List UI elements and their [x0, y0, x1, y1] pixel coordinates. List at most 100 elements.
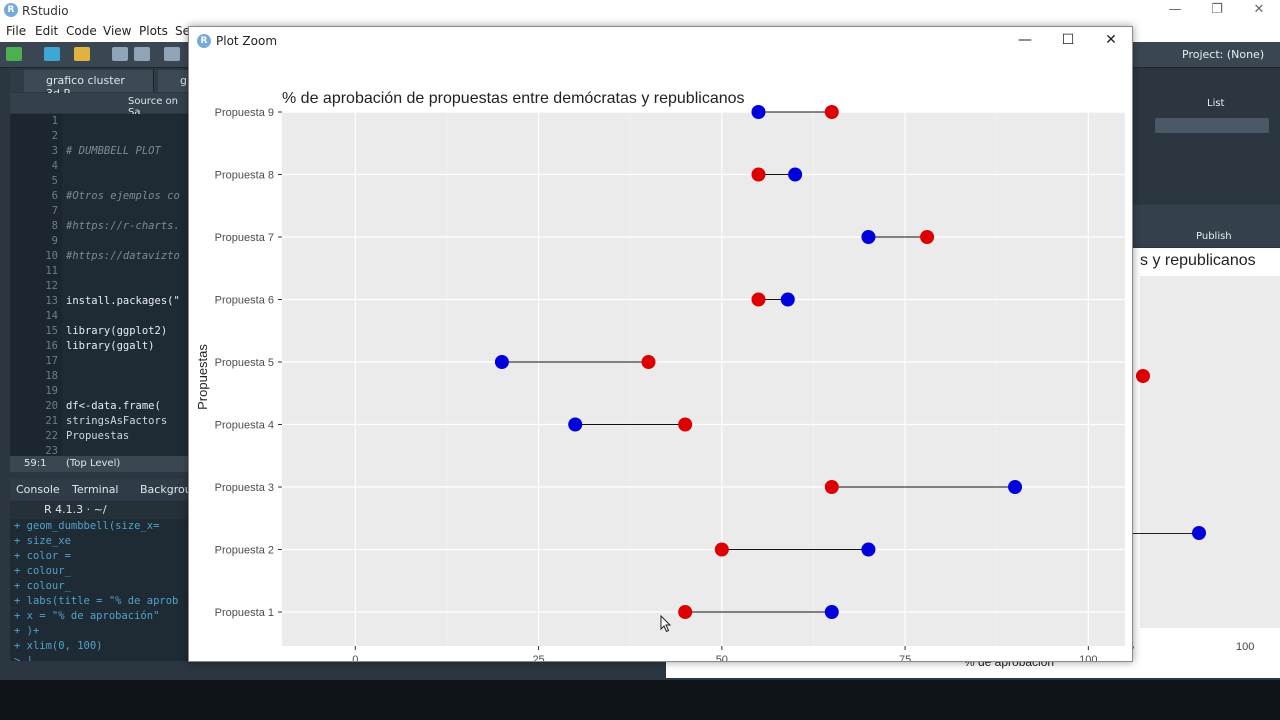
- console-line: + colour_: [14, 580, 71, 592]
- project-menu[interactable]: Project: (None): [1182, 48, 1265, 61]
- console-header: R 4.1.3 · ~/: [10, 501, 190, 519]
- code-line: 15 library(ggplot2): [10, 325, 190, 340]
- console-line: + color =: [14, 550, 71, 562]
- scope-indicator[interactable]: (Top Level): [66, 458, 121, 469]
- y-tick-label: Propuesta 3: [215, 482, 274, 494]
- x-tick-label: 50: [716, 654, 728, 661]
- code-line: 2: [10, 130, 190, 145]
- line-code: library(ggalt): [66, 340, 155, 352]
- publish-button[interactable]: Publish: [1196, 231, 1232, 242]
- app-title: RStudio: [22, 4, 69, 18]
- menu-code[interactable]: Code: [66, 24, 97, 38]
- tab-terminal[interactable]: Terminal: [72, 483, 119, 496]
- search-input[interactable]: [1155, 118, 1269, 133]
- console-line: + )+: [14, 625, 40, 637]
- line-code: df<-data.frame(: [66, 400, 161, 412]
- tab-grafico-cluster[interactable]: grafico cluster 3d.R: [24, 70, 154, 100]
- red-point: [824, 480, 839, 494]
- y-tick-label: Propuesta 1: [215, 607, 274, 619]
- line-number: 8: [51, 220, 58, 232]
- console-output[interactable]: + geom_dumbbell(size_x= + size_xe + color …: [10, 519, 190, 661]
- blue-point: [861, 230, 876, 244]
- y-tick-label: Propuesta 7: [215, 232, 274, 244]
- red-point: [641, 355, 656, 369]
- rstudio-logo-icon: R: [197, 34, 211, 48]
- y-tick-label: Propuesta 8: [215, 170, 274, 182]
- code-line: 11: [10, 265, 190, 280]
- minimize-icon[interactable]: —: [1168, 2, 1182, 17]
- line-number: 15: [45, 325, 58, 337]
- line-number: 20: [45, 400, 58, 412]
- code-line: 12: [10, 280, 190, 295]
- code-line: 9: [10, 235, 190, 250]
- editor-tabs: grafico cluster 3d.R g: [10, 70, 190, 100]
- red-point: [824, 105, 839, 119]
- cursor-position: 59:1: [24, 458, 47, 469]
- zoom-title-bar: R Plot Zoom — ☐ ✕: [189, 27, 1132, 55]
- code-line: 17: [10, 355, 190, 370]
- code-line: 10 #https://datavizto: [10, 250, 190, 265]
- menu-edit[interactable]: Edit: [35, 24, 59, 38]
- close-icon[interactable]: ✕: [1105, 32, 1117, 48]
- code-line: 14: [10, 310, 190, 325]
- line-code: install.packages(": [66, 295, 180, 307]
- x-tick-label: 75: [899, 654, 911, 661]
- plots-pane-toolbar: [1133, 205, 1280, 247]
- console-line: + colour_: [14, 565, 71, 577]
- y-tick-label: Propuesta 5: [215, 357, 274, 369]
- print-icon[interactable]: [164, 47, 180, 61]
- menu-session[interactable]: Se: [175, 24, 190, 38]
- line-number: 5: [51, 175, 58, 187]
- code-line: 8 #https://r-charts.: [10, 220, 190, 235]
- code-line: 22 Propuestas: [10, 430, 190, 445]
- line-number: 4: [51, 160, 58, 172]
- line-code: Propuestas: [66, 430, 130, 442]
- line-number: 10: [45, 250, 58, 262]
- new-project-icon[interactable]: [44, 47, 60, 61]
- zoom-window-title: Plot Zoom: [216, 34, 278, 48]
- plot-title-fragment: s y republicanos: [1140, 252, 1256, 269]
- save-icon[interactable]: [112, 47, 128, 61]
- list-view-toggle[interactable]: List: [1207, 98, 1225, 109]
- line-gutter: [10, 114, 62, 456]
- y-tick-label: Propuesta 6: [215, 295, 274, 307]
- r-version: R 4.1.3 · ~/: [44, 503, 107, 516]
- console-line: + geom_dumbbell(size_x=: [14, 520, 160, 532]
- menu-file[interactable]: File: [6, 24, 27, 38]
- code-editor[interactable]: 1 2 3 # DUMBBELL PLOT 4 5 6 #Otros ejemplos co 7…: [10, 114, 190, 456]
- tab-console[interactable]: Console: [16, 483, 60, 496]
- source-on-save[interactable]: Source on Sa: [128, 96, 178, 118]
- x-tick-label: 100: [1236, 641, 1255, 653]
- mouse-cursor-icon: [660, 615, 672, 633]
- line-code: stringsAsFactors: [66, 415, 168, 427]
- red-point: [1136, 369, 1150, 383]
- plot-panel-background: [1140, 276, 1280, 628]
- code-line: 4: [10, 160, 190, 175]
- line-code: library(ggplot2): [66, 325, 168, 337]
- new-file-icon[interactable]: [6, 47, 22, 61]
- red-point: [714, 542, 729, 557]
- blue-point: [824, 605, 839, 619]
- restore-icon[interactable]: ❐: [1211, 2, 1223, 17]
- line-number: 9: [51, 235, 58, 247]
- close-icon[interactable]: ✕: [1253, 2, 1265, 17]
- red-point: [678, 417, 693, 432]
- minimize-icon[interactable]: —: [1018, 32, 1032, 48]
- console-line: + labs(title = "% de aprob: [14, 595, 179, 607]
- code-line: 21 stringsAsFactors: [10, 415, 190, 430]
- open-file-icon[interactable]: [74, 47, 90, 61]
- code-line: 7: [10, 205, 190, 220]
- menu-view[interactable]: View: [103, 24, 132, 38]
- menu-plots[interactable]: Plots: [139, 24, 168, 38]
- environment-pane: List: [1133, 70, 1280, 198]
- x-tick-label: 100: [1079, 654, 1097, 661]
- maximize-icon[interactable]: ☐: [1061, 32, 1075, 48]
- red-point: [920, 230, 935, 244]
- code-line: 3 # DUMBBELL PLOT: [10, 145, 190, 160]
- save-all-icon[interactable]: [134, 47, 150, 61]
- console-line: + xlim(0, 100): [14, 640, 103, 652]
- tab-second[interactable]: g: [158, 70, 190, 92]
- line-number: 6: [51, 190, 58, 202]
- editor-toolbar: Source on Sa: [10, 93, 190, 118]
